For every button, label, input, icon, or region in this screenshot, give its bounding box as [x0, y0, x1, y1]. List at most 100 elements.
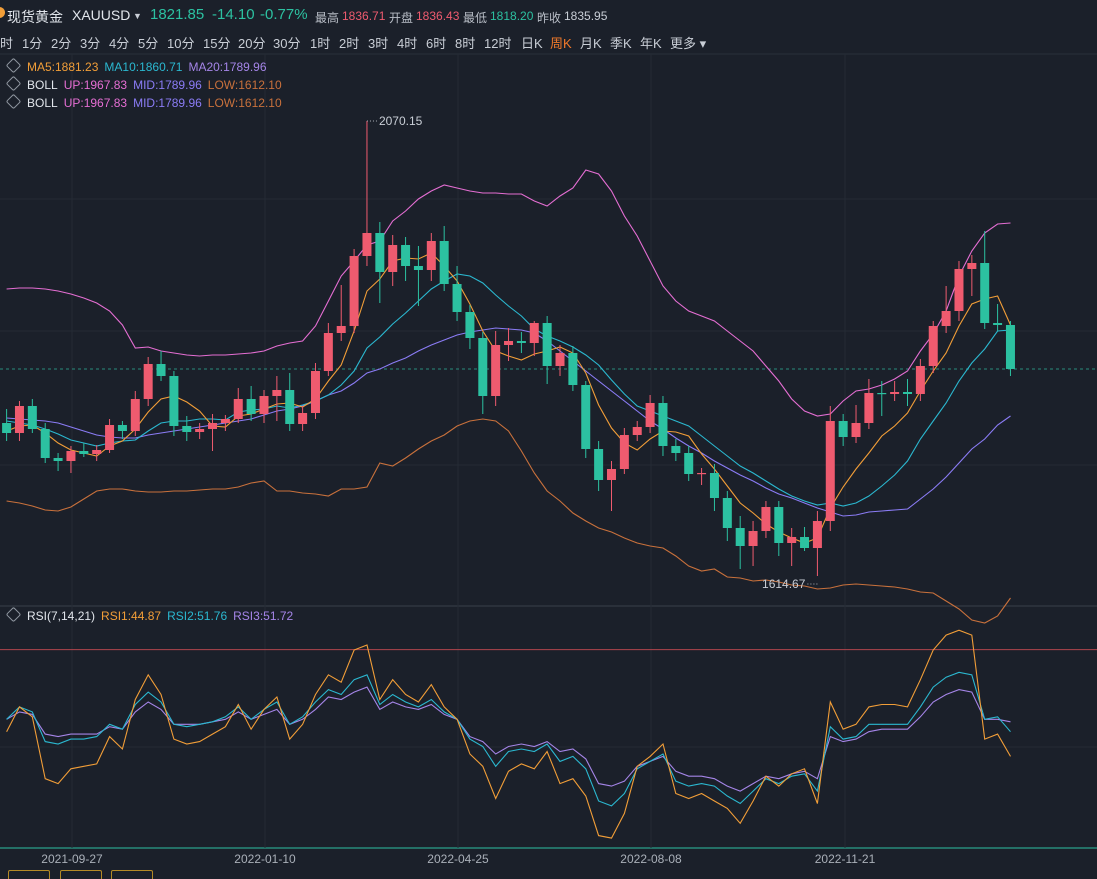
candle — [401, 237, 411, 281]
candle — [581, 381, 591, 458]
candle — [195, 423, 205, 439]
candle — [465, 305, 475, 349]
x-axis-label: 2022-08-08 — [620, 852, 682, 866]
candle — [928, 321, 938, 373]
tab-17[interactable]: 日K — [521, 36, 543, 51]
candle-body — [864, 393, 874, 423]
candle — [671, 439, 681, 461]
candle-body — [761, 507, 771, 531]
x-axis-label: 2021-09-27 — [41, 852, 103, 866]
candle — [735, 516, 745, 569]
boll-low-value: LOW:1612.10 — [207, 78, 282, 92]
candle-body — [954, 269, 964, 311]
candle-body — [285, 390, 295, 424]
candle-body — [105, 425, 115, 450]
candle — [619, 428, 629, 474]
tab-20[interactable]: 季K — [610, 36, 632, 51]
tab-2[interactable]: 2分 — [51, 36, 72, 51]
rsi2-line — [6, 671, 1011, 807]
footer-tab[interactable] — [60, 870, 102, 879]
candle-body — [1005, 325, 1015, 369]
candle — [812, 511, 822, 576]
candle-body — [504, 341, 514, 345]
tab-4[interactable]: 4分 — [109, 36, 130, 51]
candle — [993, 304, 1003, 331]
candle-body — [581, 385, 591, 449]
tab-15[interactable]: 8时 — [455, 36, 476, 51]
candle-body — [53, 458, 63, 461]
tab-19[interactable]: 月K — [580, 36, 602, 51]
candle-body — [491, 345, 501, 396]
settings-icon[interactable] — [5, 93, 22, 110]
low-annotation: 1614.67 — [762, 577, 806, 591]
candle — [130, 391, 140, 436]
tab-21[interactable]: 年K — [640, 36, 662, 51]
candle — [478, 332, 488, 414]
candle — [259, 390, 269, 423]
instrument-title[interactable]: 现货黄金 — [7, 9, 63, 25]
candle — [388, 235, 398, 286]
candle — [413, 246, 423, 306]
candle — [105, 419, 115, 453]
footer-tab[interactable] — [8, 870, 50, 879]
price-change: -14.10 — [212, 6, 255, 23]
candle-body — [787, 537, 797, 543]
tab-22[interactable]: 更多 ▾ — [670, 36, 707, 51]
chevron-down-icon[interactable]: ▼ — [133, 11, 142, 21]
ma10-value: MA10:1860.71 — [104, 60, 183, 74]
candle — [156, 351, 166, 381]
candle-body — [838, 421, 848, 437]
candle-body — [555, 353, 565, 366]
rsi3-line — [6, 686, 1011, 792]
settings-icon[interactable] — [5, 57, 22, 74]
candle-body — [542, 323, 552, 366]
settings-icon[interactable] — [5, 606, 22, 623]
tab-10[interactable]: 1时 — [310, 36, 331, 51]
tab-1[interactable]: 1分 — [22, 36, 43, 51]
candle-body — [915, 366, 925, 394]
tab-7[interactable]: 15分 — [203, 36, 231, 51]
candle-body — [980, 263, 990, 323]
candle — [761, 501, 771, 538]
candle-body — [362, 233, 372, 256]
candle-body — [92, 450, 102, 454]
candle-body — [774, 507, 784, 543]
tab-8[interactable]: 20分 — [238, 36, 266, 51]
candle — [66, 446, 76, 473]
candle — [452, 266, 462, 321]
tab-11[interactable]: 2时 — [339, 36, 360, 51]
tab-14[interactable]: 6时 — [426, 36, 447, 51]
candle-body — [658, 403, 668, 446]
candle-body — [903, 392, 912, 394]
candle-body — [336, 326, 346, 333]
candle — [838, 414, 848, 446]
ma5-value: MA5:1881.23 — [27, 60, 99, 74]
tab-3[interactable]: 3分 — [80, 36, 101, 51]
boll-legend: BOLL UP:1967.83 MID:1789.96 LOW:1612.10 — [5, 75, 288, 92]
instrument-symbol[interactable]: XAUUSD — [72, 7, 131, 23]
rsi3-value: RSI3:51.72 — [233, 609, 294, 623]
candle-body — [413, 266, 423, 270]
tab-16[interactable]: 12时 — [484, 36, 512, 51]
candle-body — [208, 423, 218, 429]
candle — [40, 423, 50, 463]
candle-body — [697, 473, 707, 475]
prev-close-label: 昨收 — [537, 11, 562, 25]
tab-18[interactable]: 周K — [550, 36, 572, 51]
tab-5[interactable]: 5分 — [138, 36, 159, 51]
candle — [890, 381, 900, 401]
tab-0[interactable]: 时 — [0, 36, 14, 51]
footer-tab[interactable] — [111, 870, 153, 879]
tab-12[interactable]: 3时 — [368, 36, 389, 51]
candle-body — [66, 451, 76, 461]
tab-6[interactable]: 10分 — [167, 36, 195, 51]
boll-lower-line — [6, 418, 1011, 624]
candle-body — [709, 473, 719, 498]
market-status-icon — [0, 7, 5, 18]
boll-upper-line — [6, 169, 1011, 417]
tab-13[interactable]: 4时 — [397, 36, 418, 51]
settings-icon[interactable] — [5, 75, 22, 92]
tab-9[interactable]: 30分 — [273, 36, 301, 51]
candle — [864, 379, 874, 429]
